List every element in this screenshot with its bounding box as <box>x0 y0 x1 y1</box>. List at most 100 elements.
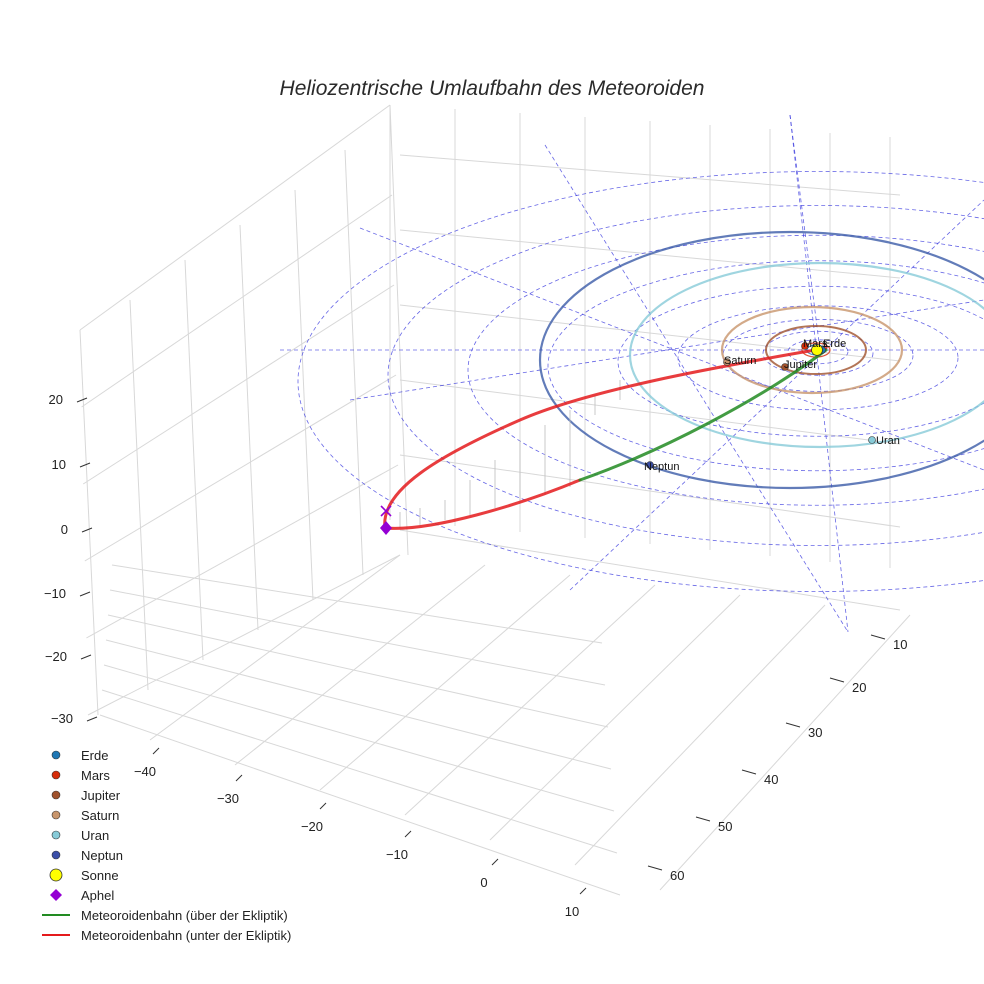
legend-item: Neptun <box>51 848 123 863</box>
ecliptic-radial <box>544 144 849 633</box>
floor-gridline <box>99 714 621 896</box>
x-tick-mark <box>235 774 243 782</box>
legend-item: Uran <box>51 828 109 843</box>
jupiter-marker <box>781 363 789 371</box>
x-tick-label: −10 <box>386 847 408 862</box>
ecliptic-radial <box>349 299 984 401</box>
x-tick-mark <box>491 858 499 866</box>
y-tick-label: 20 <box>852 680 866 695</box>
legend-label: Sonne <box>81 868 119 883</box>
y-tick-mark <box>647 865 663 871</box>
floor-gridline <box>149 554 401 741</box>
y-tick-label: 30 <box>808 725 822 740</box>
wall-gridline <box>84 374 397 562</box>
ecliptic-ring <box>787 339 849 365</box>
planet-label-saturn: Saturn <box>724 355 756 367</box>
floor-gridline <box>659 614 911 891</box>
planet-label-jupiter: Jupiter <box>784 359 817 371</box>
wall-gridline <box>184 259 204 661</box>
z-tick-label: −10 <box>44 586 66 601</box>
planet-label-erde: Erde <box>823 338 846 350</box>
planet-label-neptun: Neptun <box>644 461 679 473</box>
saturn-orbit <box>720 305 904 395</box>
legend-item: Mars <box>51 768 110 783</box>
legend-marker <box>51 750 61 760</box>
legend-label: Erde <box>81 748 108 763</box>
z-tick-mark <box>79 591 91 597</box>
floor-gridline <box>105 639 612 770</box>
floor-gridline <box>101 689 618 854</box>
legend-label: Saturn <box>81 808 119 823</box>
wall-gridline <box>81 194 393 408</box>
wall-gridline <box>294 189 314 601</box>
x-tick-mark <box>152 747 160 755</box>
legend-label: Uran <box>81 828 109 843</box>
x-tick-label: −40 <box>134 764 156 779</box>
x-tick-label: 0 <box>480 875 487 890</box>
ecliptic-ring <box>297 171 984 592</box>
z-tick-mark <box>76 397 88 403</box>
y-tick-label: 40 <box>764 772 778 787</box>
meteoroid-trajectory <box>383 346 828 530</box>
legend-item: Meteoroidenbahn (über der Ekliptik) <box>42 908 288 923</box>
trajectory-below-ecliptic <box>383 478 582 530</box>
x-tick-mark <box>404 830 412 838</box>
legend-item: Erde <box>51 748 108 763</box>
y-tick-label: 50 <box>718 819 732 834</box>
axis-box <box>79 104 911 896</box>
ecliptic-ring <box>467 234 984 506</box>
aphel-marker <box>380 521 392 535</box>
floor-gridline <box>319 574 571 791</box>
floor-gridline <box>404 584 656 816</box>
legend-item: Aphel <box>50 888 114 903</box>
z-tick-mark <box>79 462 91 468</box>
ecliptic-ring <box>387 205 984 546</box>
legend-label: Meteoroidenbahn (unter der Ekliptik) <box>81 928 291 943</box>
wall-gridline <box>129 299 149 691</box>
legend-marker <box>49 868 63 882</box>
legend-label: Neptun <box>81 848 123 863</box>
neptun-marker <box>646 461 654 469</box>
floor-gridline <box>574 604 826 866</box>
wall-gridline <box>87 554 401 716</box>
legend: Erde Mars Jupiter Saturn Uran Neptun Sonne Aphe… <box>42 748 291 943</box>
wall-gridline <box>86 464 399 639</box>
wall-gridline <box>344 149 364 576</box>
z-tick-mark <box>86 716 98 722</box>
legend-item: Saturn <box>51 808 119 823</box>
floor-gridline <box>109 589 606 686</box>
axis-ticks: 20 10 0 −10 −20 −30 −40 −30 −20 −10 0 10 10 20 30 40 50 6… <box>44 392 908 919</box>
legend-marker <box>50 889 62 901</box>
wall-gridline <box>389 104 409 556</box>
x-tick-mark <box>319 802 327 810</box>
ecliptic-ring <box>722 318 914 392</box>
y-tick-label: 60 <box>670 868 684 883</box>
floor-gridline <box>111 564 603 644</box>
ecliptic-ring <box>547 260 984 472</box>
floor-gridline <box>107 614 609 728</box>
x-tick-label: −20 <box>301 819 323 834</box>
y-tick-label: 10 <box>893 637 907 652</box>
ecliptic-ring <box>617 285 984 437</box>
legend-item: Meteoroidenbahn (unter der Ekliptik) <box>42 928 291 943</box>
uran-orbit <box>628 261 984 449</box>
legend-marker <box>51 790 61 800</box>
y-tick-mark <box>829 677 845 683</box>
x-tick-label: 10 <box>565 904 579 919</box>
floor-gridline <box>234 564 486 766</box>
legend-label: Aphel <box>81 888 114 903</box>
ecliptic-radial <box>789 114 821 351</box>
floor-gridline <box>489 594 741 841</box>
back-gridline <box>399 529 901 611</box>
ecliptic-ring <box>677 305 959 411</box>
legend-item: Jupiter <box>51 788 121 803</box>
trajectory-below-ecliptic <box>383 346 828 530</box>
wall-gridline <box>79 329 99 716</box>
legend-label: Mars <box>81 768 110 783</box>
aphel-projection-marker <box>380 505 392 517</box>
y-tick-mark <box>741 769 757 775</box>
legend-label: Jupiter <box>81 788 121 803</box>
legend-label: Meteoroidenbahn (über der Ekliptik) <box>81 908 288 923</box>
